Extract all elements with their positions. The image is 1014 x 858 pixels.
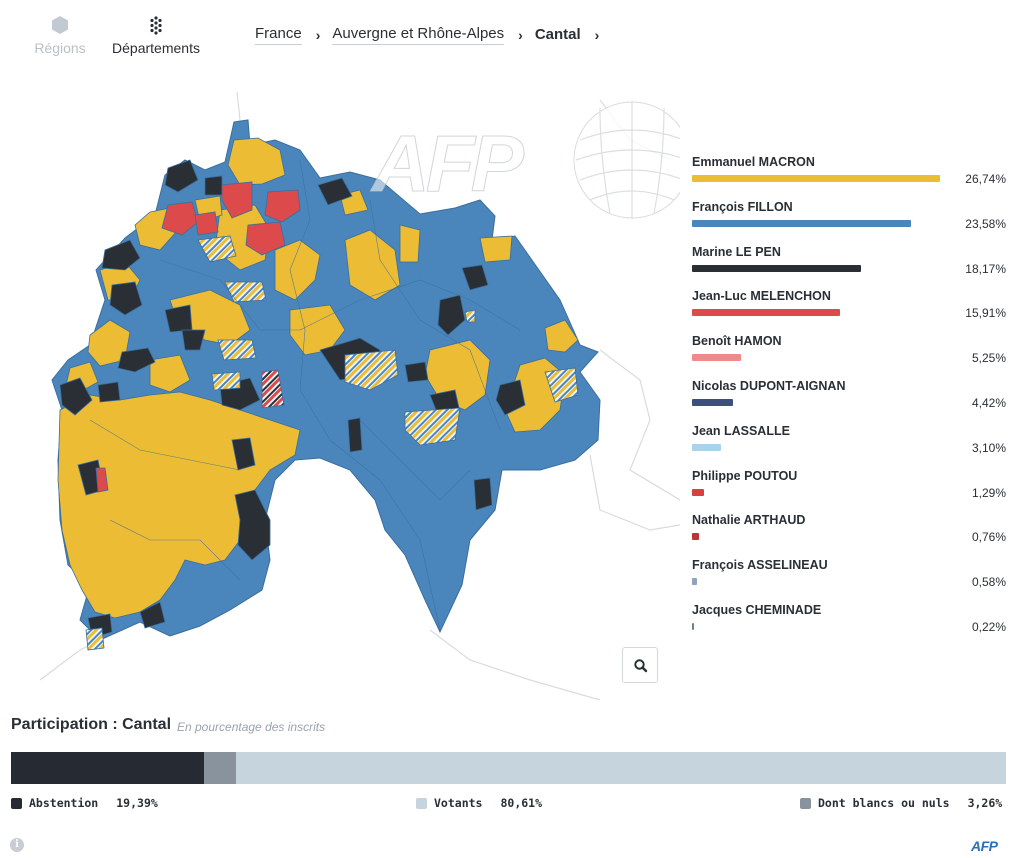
tab-regions-label: Régions bbox=[34, 40, 86, 56]
candidate-row[interactable]: Jean-Luc MELENCHON 15,91% bbox=[692, 286, 1006, 331]
candidate-bar bbox=[692, 175, 940, 182]
candidate-bar bbox=[692, 264, 861, 272]
candidate-bar bbox=[692, 219, 911, 227]
candidate-name: Nicolas DUPONT-AIGNAN bbox=[692, 378, 846, 393]
participation-subtitle: En pourcentage des inscrits bbox=[177, 720, 326, 734]
search-icon bbox=[634, 659, 648, 673]
candidate-row[interactable]: Nathalie ARTHAUD 0,76% bbox=[692, 510, 1006, 555]
candidate-bar bbox=[692, 354, 741, 362]
tie-zones bbox=[85, 235, 579, 651]
candidate-percent: 0,22% bbox=[971, 619, 1006, 634]
candidate-name: Nathalie ARTHAUD bbox=[692, 513, 806, 528]
chevron-right-icon: › bbox=[518, 27, 523, 43]
participation-bar-votants bbox=[236, 752, 1006, 784]
breadcrumb-region[interactable]: Auvergne et Rhône-Alpes bbox=[332, 25, 505, 45]
participation-bar-blancs bbox=[203, 752, 237, 784]
legend-label: Votants bbox=[434, 796, 483, 810]
legend-swatch bbox=[800, 797, 811, 809]
results-map[interactable] bbox=[0, 80, 680, 700]
legend-label: Dont blancs ou nuls bbox=[818, 796, 950, 810]
candidate-bar bbox=[692, 578, 698, 586]
legend-label: Abstention bbox=[29, 796, 99, 810]
candidate-bar bbox=[692, 398, 733, 406]
candidate-name: Philippe POUTOU bbox=[692, 468, 798, 483]
info-icon[interactable]: i bbox=[10, 838, 24, 852]
tab-regions[interactable]: Régions bbox=[34, 14, 86, 56]
candidate-row[interactable]: Nicolas DUPONT-AIGNAN 4,42% bbox=[692, 376, 1006, 421]
tab-departements-label: Départements bbox=[112, 40, 200, 56]
melenchon-zones bbox=[95, 181, 301, 493]
candidate-name: Marine LE PEN bbox=[692, 244, 781, 259]
legend-value: 19,39% bbox=[116, 796, 158, 810]
candidate-percent: 0,58% bbox=[971, 575, 1006, 590]
candidate-bar bbox=[692, 488, 704, 496]
candidate-percent: 18,17% bbox=[965, 261, 1006, 276]
chevron-right-icon[interactable]: › bbox=[594, 27, 600, 43]
candidate-bar bbox=[692, 533, 700, 541]
candidate-row[interactable]: François ASSELINEAU 0,58% bbox=[692, 555, 1006, 600]
search-button[interactable] bbox=[622, 647, 658, 683]
candidate-percent: 0,76% bbox=[971, 530, 1006, 545]
candidate-row[interactable]: Emmanuel MACRON 26,74% bbox=[692, 152, 1006, 197]
candidate-percent: 1,29% bbox=[971, 485, 1006, 500]
legend-swatch bbox=[11, 797, 22, 809]
candidate-percent: 4,42% bbox=[971, 395, 1006, 410]
candidate-row[interactable]: Benoît HAMON 5,25% bbox=[692, 331, 1006, 376]
chevron-right-icon: › bbox=[315, 27, 321, 43]
legend-votants: Votants 80,61% bbox=[416, 796, 542, 810]
candidate-bar bbox=[692, 622, 695, 630]
candidate-percent: 23,58% bbox=[965, 216, 1006, 231]
candidate-name: Benoît HAMON bbox=[692, 334, 782, 349]
breadcrumb-france[interactable]: France bbox=[255, 25, 302, 45]
legend-swatch bbox=[416, 797, 427, 809]
candidate-row[interactable]: Philippe POUTOU 1,29% bbox=[692, 466, 1006, 511]
participation-title: Participation : Cantal bbox=[11, 716, 172, 733]
afp-logo: AFP bbox=[971, 838, 998, 854]
candidate-percent: 5,25% bbox=[971, 351, 1006, 366]
candidate-name: François ASSELINEAU bbox=[692, 558, 828, 573]
legend-value: 80,61% bbox=[500, 796, 543, 810]
candidate-bar bbox=[692, 443, 721, 451]
candidate-row[interactable]: François FILLON 23,58% bbox=[692, 197, 1006, 242]
candidate-row[interactable]: Jean LASSALLE 3,10% bbox=[692, 421, 1006, 466]
legend-blancs: Dont blancs ou nuls 3,26% bbox=[800, 796, 1002, 810]
candidate-percent: 15,91% bbox=[965, 306, 1006, 321]
candidate-name: Jacques CHEMINADE bbox=[692, 602, 822, 617]
breadcrumb: France › Auvergne et Rhône-Alpes › Canta… bbox=[255, 25, 611, 45]
hexagon-icon bbox=[52, 16, 68, 34]
tab-departements[interactable]: Départements bbox=[110, 14, 202, 56]
candidate-row[interactable]: Marine LE PEN 18,17% bbox=[692, 242, 1006, 287]
candidate-name: Emmanuel MACRON bbox=[692, 155, 815, 169]
candidate-results: Emmanuel MACRON 26,74% François FILLON 23,5… bbox=[692, 152, 1006, 645]
candidate-bar bbox=[692, 309, 840, 317]
candidate-row[interactable]: Jacques CHEMINADE 0,22% bbox=[692, 600, 1006, 645]
candidate-name: Jean-Luc MELENCHON bbox=[692, 289, 831, 304]
legend-value: 3,26% bbox=[967, 796, 1003, 810]
candidate-name: François FILLON bbox=[692, 199, 793, 214]
candidate-percent: 3,10% bbox=[971, 440, 1006, 455]
participation-bar bbox=[11, 752, 1006, 784]
participation-bar-abstention bbox=[11, 752, 204, 784]
hexagon-cluster-icon bbox=[150, 16, 162, 35]
legend-abstention: Abstention 19,39% bbox=[11, 796, 158, 810]
commune-borders bbox=[89, 159, 521, 631]
candidate-percent: 26,74% bbox=[965, 172, 1006, 186]
watermark-globe bbox=[573, 101, 680, 219]
breadcrumb-departement[interactable]: Cantal bbox=[534, 25, 581, 43]
candidate-name: Jean LASSALLE bbox=[692, 423, 790, 438]
